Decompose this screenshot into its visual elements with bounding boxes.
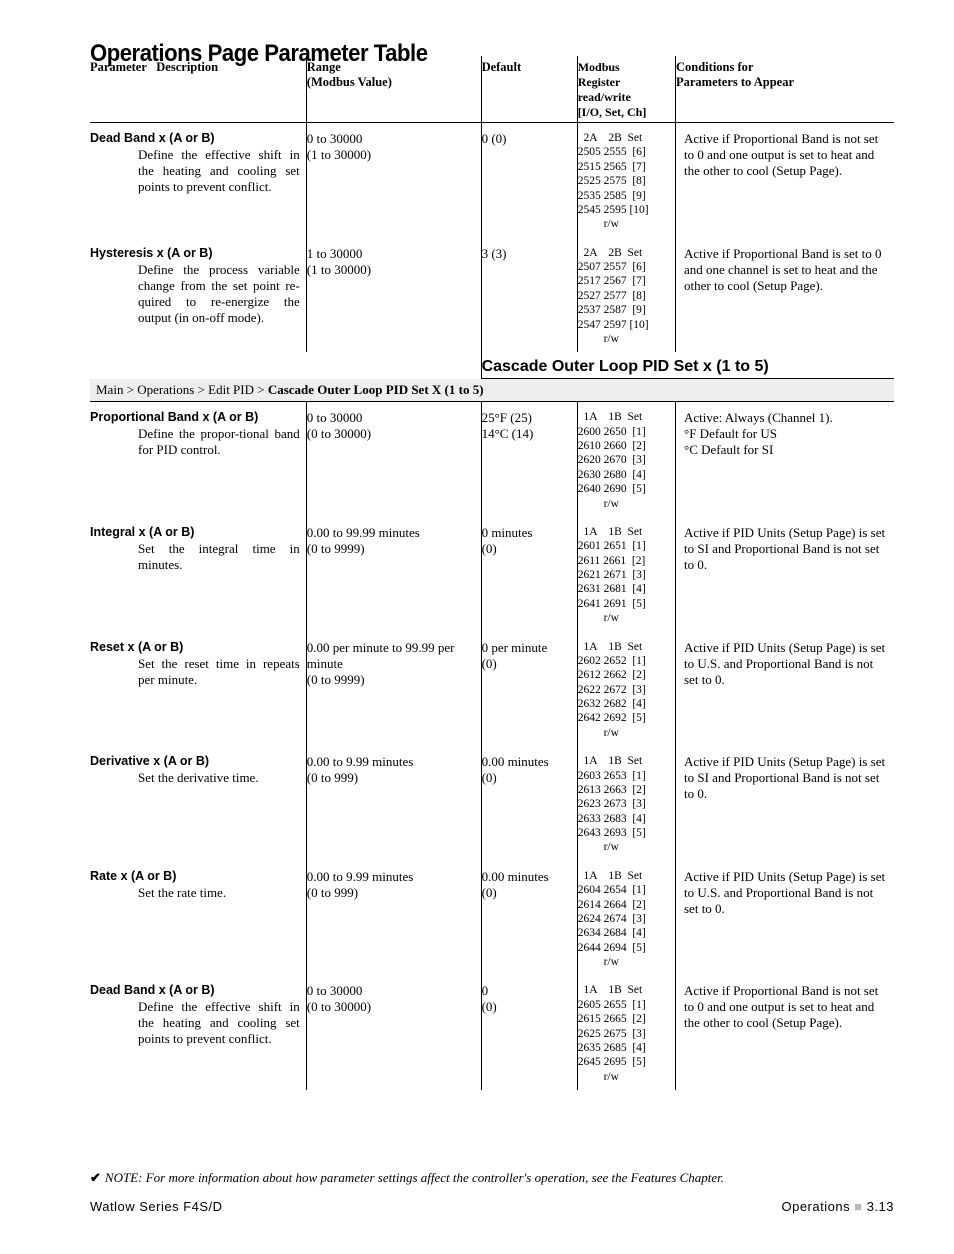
param-desc: Define the effective shift in the heatin… bbox=[90, 999, 300, 1047]
parameter-table: Parameter Description Range (Modbus Valu… bbox=[90, 56, 894, 1090]
param-modbus: 1A 1B Set 2601 2651 [1] 2611 2661 [2] 26… bbox=[577, 517, 675, 632]
param-default: 0.00 minutes (0) bbox=[481, 861, 577, 976]
param-default: 3 (3) bbox=[481, 238, 577, 353]
page-footer: Watlow Series F4S/D Operations ■ 3.13 bbox=[90, 1199, 894, 1214]
breadcrumb-row: Main > Operations > Edit PID > Cascade O… bbox=[90, 379, 894, 402]
param-modbus: 1A 1B Set 2603 2653 [1] 2613 2663 [2] 26… bbox=[577, 746, 675, 861]
page-title: Operations Page Parameter Table bbox=[90, 40, 830, 68]
param-name: Rate x (A or B) bbox=[90, 869, 300, 883]
check-icon: ✔ bbox=[90, 1170, 101, 1185]
section-header-row: Cascade Outer Loop PID Set x (1 to 5) bbox=[90, 352, 894, 379]
param-conditions: Active if PID Units (Setup Page) is set … bbox=[676, 861, 895, 976]
param-desc: Set the rate time. bbox=[90, 885, 300, 901]
table-row: Dead Band x (A or B) Define the effective… bbox=[90, 975, 894, 1090]
table-row: Proportional Band x (A or B) Define the p… bbox=[90, 402, 894, 517]
note: ✔NOTE: For more information about how pa… bbox=[90, 1170, 894, 1186]
param-range: 0.00 to 9.99 minutes (0 to 999) bbox=[306, 861, 481, 976]
param-range: 0.00 to 9.99 minutes (0 to 999) bbox=[306, 746, 481, 861]
param-desc: Define the process variable change from … bbox=[90, 262, 300, 326]
param-range: 1 to 30000 (1 to 30000) bbox=[306, 238, 481, 353]
param-default: 0 (0) bbox=[481, 975, 577, 1090]
param-desc: Set the integral time in minutes. bbox=[90, 541, 300, 573]
param-modbus: 1A 1B Set 2602 2652 [1] 2612 2662 [2] 26… bbox=[577, 632, 675, 747]
param-conditions: Active if PID Units (Setup Page) is set … bbox=[676, 632, 895, 747]
param-conditions: Active if Proportional Band is not set t… bbox=[676, 975, 895, 1090]
table-row: Rate x (A or B) Set the rate time. 0.00 to… bbox=[90, 861, 894, 976]
param-name: Dead Band x (A or B) bbox=[90, 983, 300, 997]
table-row: Integral x (A or B) Set the integral time… bbox=[90, 517, 894, 632]
param-default: 0 (0) bbox=[481, 123, 577, 238]
param-default: 0 minutes (0) bbox=[481, 517, 577, 632]
param-default: 0.00 minutes (0) bbox=[481, 746, 577, 861]
param-default: 25°F (25) 14°C (14) bbox=[481, 402, 577, 517]
param-name: Proportional Band x (A or B) bbox=[90, 410, 300, 424]
param-name: Derivative x (A or B) bbox=[90, 754, 300, 768]
param-default: 0 per minute (0) bbox=[481, 632, 577, 747]
param-desc: Define the effective shift in the heatin… bbox=[90, 147, 300, 195]
table-row: Hysteresis x (A or B) Define the process … bbox=[90, 238, 894, 353]
param-range: 0 to 30000 (1 to 30000) bbox=[306, 123, 481, 238]
param-modbus: 1A 1B Set 2604 2654 [1] 2614 2664 [2] 26… bbox=[577, 861, 675, 976]
param-range: 0 to 30000 (0 to 30000) bbox=[306, 402, 481, 517]
footer-right: Operations ■ 3.13 bbox=[781, 1199, 894, 1214]
param-conditions: Active: Always (Channel 1). °F Default f… bbox=[676, 402, 895, 517]
section-title: Cascade Outer Loop PID Set x (1 to 5) bbox=[482, 358, 769, 375]
param-desc: Define the propor-tional band for PID co… bbox=[90, 426, 300, 458]
param-modbus: 2A 2B Set 2505 2555 [6] 2515 2565 [7] 25… bbox=[577, 123, 675, 238]
footer-left: Watlow Series F4S/D bbox=[90, 1199, 223, 1214]
param-name: Dead Band x (A or B) bbox=[90, 131, 300, 145]
param-conditions: Active if PID Units (Setup Page) is set … bbox=[676, 517, 895, 632]
param-modbus: 1A 1B Set 2600 2650 [1] 2610 2660 [2] 26… bbox=[577, 402, 675, 517]
param-modbus: 1A 1B Set 2605 2655 [1] 2615 2665 [2] 26… bbox=[577, 975, 675, 1090]
param-desc: Set the derivative time. bbox=[90, 770, 300, 786]
breadcrumb-prefix: Main > Operations > Edit PID > bbox=[96, 382, 268, 397]
param-name: Reset x (A or B) bbox=[90, 640, 300, 654]
param-name: Integral x (A or B) bbox=[90, 525, 300, 539]
breadcrumb-current: Cascade Outer Loop PID Set X (1 to 5) bbox=[268, 382, 484, 397]
table-row: Derivative x (A or B) Set the derivative … bbox=[90, 746, 894, 861]
param-range: 0 to 30000 (0 to 30000) bbox=[306, 975, 481, 1090]
param-conditions: Active if Proportional Band is set to 0 … bbox=[676, 238, 895, 353]
param-desc: Set the reset time in repeats per minute… bbox=[90, 656, 300, 688]
param-name: Hysteresis x (A or B) bbox=[90, 246, 300, 260]
param-range: 0.00 per minute to 99.99 per minute (0 t… bbox=[306, 632, 481, 747]
table-row: Dead Band x (A or B) Define the effective… bbox=[90, 123, 894, 238]
param-conditions: Active if Proportional Band is not set t… bbox=[676, 123, 895, 238]
param-conditions: Active if PID Units (Setup Page) is set … bbox=[676, 746, 895, 861]
param-range: 0.00 to 99.99 minutes (0 to 9999) bbox=[306, 517, 481, 632]
table-row: Reset x (A or B) Set the reset time in re… bbox=[90, 632, 894, 747]
param-modbus: 2A 2B Set 2507 2557 [6] 2517 2567 [7] 25… bbox=[577, 238, 675, 353]
